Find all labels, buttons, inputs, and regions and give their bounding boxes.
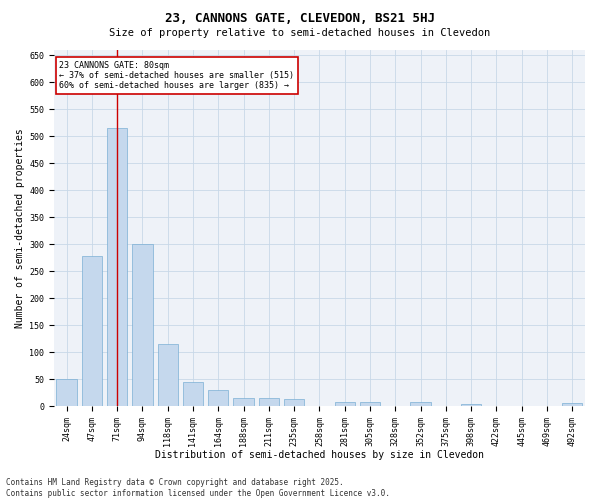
- Y-axis label: Number of semi-detached properties: Number of semi-detached properties: [15, 128, 25, 328]
- Bar: [208, 390, 229, 406]
- Bar: [562, 404, 583, 406]
- Bar: [107, 128, 127, 406]
- Text: Size of property relative to semi-detached houses in Clevedon: Size of property relative to semi-detach…: [109, 28, 491, 38]
- Bar: [461, 404, 481, 406]
- X-axis label: Distribution of semi-detached houses by size in Clevedon: Distribution of semi-detached houses by …: [155, 450, 484, 460]
- Text: 23, CANNONS GATE, CLEVEDON, BS21 5HJ: 23, CANNONS GATE, CLEVEDON, BS21 5HJ: [165, 12, 435, 26]
- Bar: [233, 398, 254, 406]
- Bar: [158, 344, 178, 406]
- Bar: [132, 244, 152, 406]
- Bar: [284, 399, 304, 406]
- Bar: [410, 402, 431, 406]
- Bar: [183, 382, 203, 406]
- Text: Contains HM Land Registry data © Crown copyright and database right 2025.
Contai: Contains HM Land Registry data © Crown c…: [6, 478, 390, 498]
- Bar: [259, 398, 279, 406]
- Text: 23 CANNONS GATE: 80sqm
← 37% of semi-detached houses are smaller (515)
60% of se: 23 CANNONS GATE: 80sqm ← 37% of semi-det…: [59, 60, 294, 90]
- Bar: [335, 402, 355, 406]
- Bar: [360, 402, 380, 406]
- Bar: [82, 256, 102, 406]
- Bar: [56, 379, 77, 406]
